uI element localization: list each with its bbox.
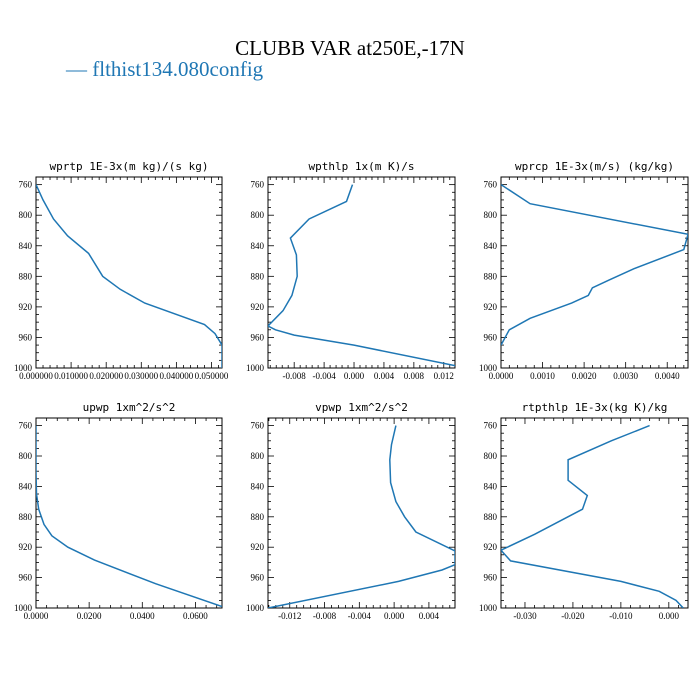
x-tick-label: -0.008	[283, 371, 307, 381]
y-tick-label: 1000	[246, 363, 265, 373]
panel-6: rtpthlp 1E-3x(kg K)/kg -0.030 -0.020 -0.010…	[479, 401, 689, 621]
series-line	[268, 184, 455, 367]
plot-frame	[35, 176, 223, 369]
y-tick-label: 920	[251, 302, 265, 312]
y-tick-label: 840	[484, 481, 498, 491]
y-tick-label: 880	[251, 271, 265, 281]
panel-title: upwp 1xm^2/s^2	[83, 401, 176, 414]
y-tick-label: 760	[19, 180, 33, 190]
y-tick-label: 800	[484, 210, 498, 220]
y-tick-label: 920	[484, 302, 498, 312]
y-tick-label: 960	[19, 573, 33, 583]
series-line	[501, 424, 684, 608]
x-tick-label: 0.004	[419, 611, 440, 621]
y-tick-label: 880	[484, 512, 498, 522]
series-line	[36, 425, 222, 608]
series-line	[268, 425, 455, 608]
y-tick-label: 840	[251, 481, 265, 491]
panel-5: vpwp 1xm^2/s^2 -0.012 -0.008 -0.004 0.000 0.0…	[246, 401, 456, 621]
panel-title: wprtp 1E-3x(m kg)/(s kg)	[50, 160, 209, 173]
x-tick-label: 0.000	[384, 611, 405, 621]
panel-title: wpthlp 1x(m K)/s	[309, 160, 415, 173]
y-tick-label: 920	[251, 542, 265, 552]
x-tick-label: 0.040000	[160, 371, 194, 381]
panel-1: wprtp 1E-3x(m kg)/(s kg) 0.000000 0.010000…	[14, 160, 229, 381]
y-tick-label: 760	[251, 421, 265, 431]
x-tick-label: -0.010	[609, 611, 633, 621]
y-tick-label: 800	[251, 210, 265, 220]
x-tick-label: -0.008	[313, 611, 337, 621]
y-tick-label: 760	[251, 180, 265, 190]
x-tick-label: 0.0000	[489, 371, 514, 381]
series-line	[36, 184, 222, 368]
panel-3: wprcp 1E-3x(m/s) (kg/kg) 0.0000 0.0010 0.00…	[479, 160, 689, 381]
y-tick-label: 760	[484, 180, 498, 190]
x-tick-label: 0.000000	[19, 371, 53, 381]
y-tick-label: 840	[484, 241, 498, 251]
x-tick-label: 0.0010	[530, 371, 555, 381]
y-tick-label: 840	[19, 241, 33, 251]
x-tick-label: 0.0600	[183, 611, 208, 621]
y-tick-label: 920	[19, 542, 33, 552]
x-tick-label: 0.0200	[77, 611, 102, 621]
panel-title: vpwp 1xm^2/s^2	[315, 401, 408, 414]
y-tick-label: 800	[19, 210, 33, 220]
plot-frame	[500, 176, 689, 369]
y-tick-label: 880	[19, 512, 33, 522]
x-tick-label: 0.050000	[195, 371, 229, 381]
x-tick-label: 0.0040	[655, 371, 680, 381]
plot-frame	[500, 417, 689, 609]
x-tick-label: 0.004	[374, 371, 395, 381]
x-tick-label: -0.030	[513, 611, 537, 621]
y-tick-label: 880	[484, 271, 498, 281]
y-tick-label: 840	[19, 481, 33, 491]
panel-title: wprcp 1E-3x(m/s) (kg/kg)	[515, 160, 674, 173]
y-tick-label: 880	[19, 271, 33, 281]
y-tick-label: 960	[251, 573, 265, 583]
x-tick-label: 0.0000	[24, 611, 49, 621]
y-tick-label: 920	[19, 302, 33, 312]
y-tick-label: 760	[484, 421, 498, 431]
x-tick-label: 0.012	[434, 371, 454, 381]
y-tick-label: 800	[19, 451, 33, 461]
y-tick-label: 1000	[479, 603, 498, 613]
y-tick-label: 1000	[14, 363, 33, 373]
y-tick-label: 1000	[246, 603, 265, 613]
x-tick-label: 0.0020	[572, 371, 597, 381]
x-tick-label: -0.004	[348, 611, 372, 621]
x-tick-label: 0.030000	[124, 371, 158, 381]
y-tick-label: 840	[251, 241, 265, 251]
plot-frame	[267, 176, 456, 369]
panel-title: rtpthlp 1E-3x(kg K)/kg	[522, 401, 668, 414]
y-tick-label: 1000	[479, 363, 498, 373]
y-tick-label: 960	[484, 332, 498, 342]
x-tick-label: 0.000	[344, 371, 365, 381]
y-tick-label: 880	[251, 512, 265, 522]
y-tick-label: 920	[484, 542, 498, 552]
y-tick-label: 800	[484, 451, 498, 461]
x-tick-label: 0.010000	[54, 371, 88, 381]
x-tick-label: 0.000	[659, 611, 680, 621]
chart-title: CLUBB VAR at250E,-17N	[235, 36, 465, 60]
x-tick-label: -0.020	[561, 611, 585, 621]
y-tick-label: 960	[484, 573, 498, 583]
series-line	[501, 183, 688, 346]
panel-4: upwp 1xm^2/s^2 0.0000 0.0200 0.0400 0.0600 76…	[14, 401, 223, 621]
y-tick-label: 760	[19, 421, 33, 431]
x-tick-label: 0.0030	[613, 371, 638, 381]
y-tick-label: 800	[251, 451, 265, 461]
panel-2: wpthlp 1x(m K)/s -0.008 -0.004 0.000 0.004 0.…	[246, 160, 456, 381]
x-tick-label: 0.0400	[130, 611, 155, 621]
x-tick-label: 0.020000	[89, 371, 123, 381]
x-tick-label: 0.008	[404, 371, 425, 381]
plot-frame	[35, 417, 223, 609]
y-tick-label: 960	[19, 332, 33, 342]
y-tick-label: 960	[251, 332, 265, 342]
x-tick-label: -0.012	[278, 611, 301, 621]
y-tick-label: 1000	[14, 603, 33, 613]
plot-frame	[267, 417, 456, 609]
x-tick-label: -0.004	[312, 371, 336, 381]
legend-entry: — flthist134.080config	[66, 57, 264, 81]
